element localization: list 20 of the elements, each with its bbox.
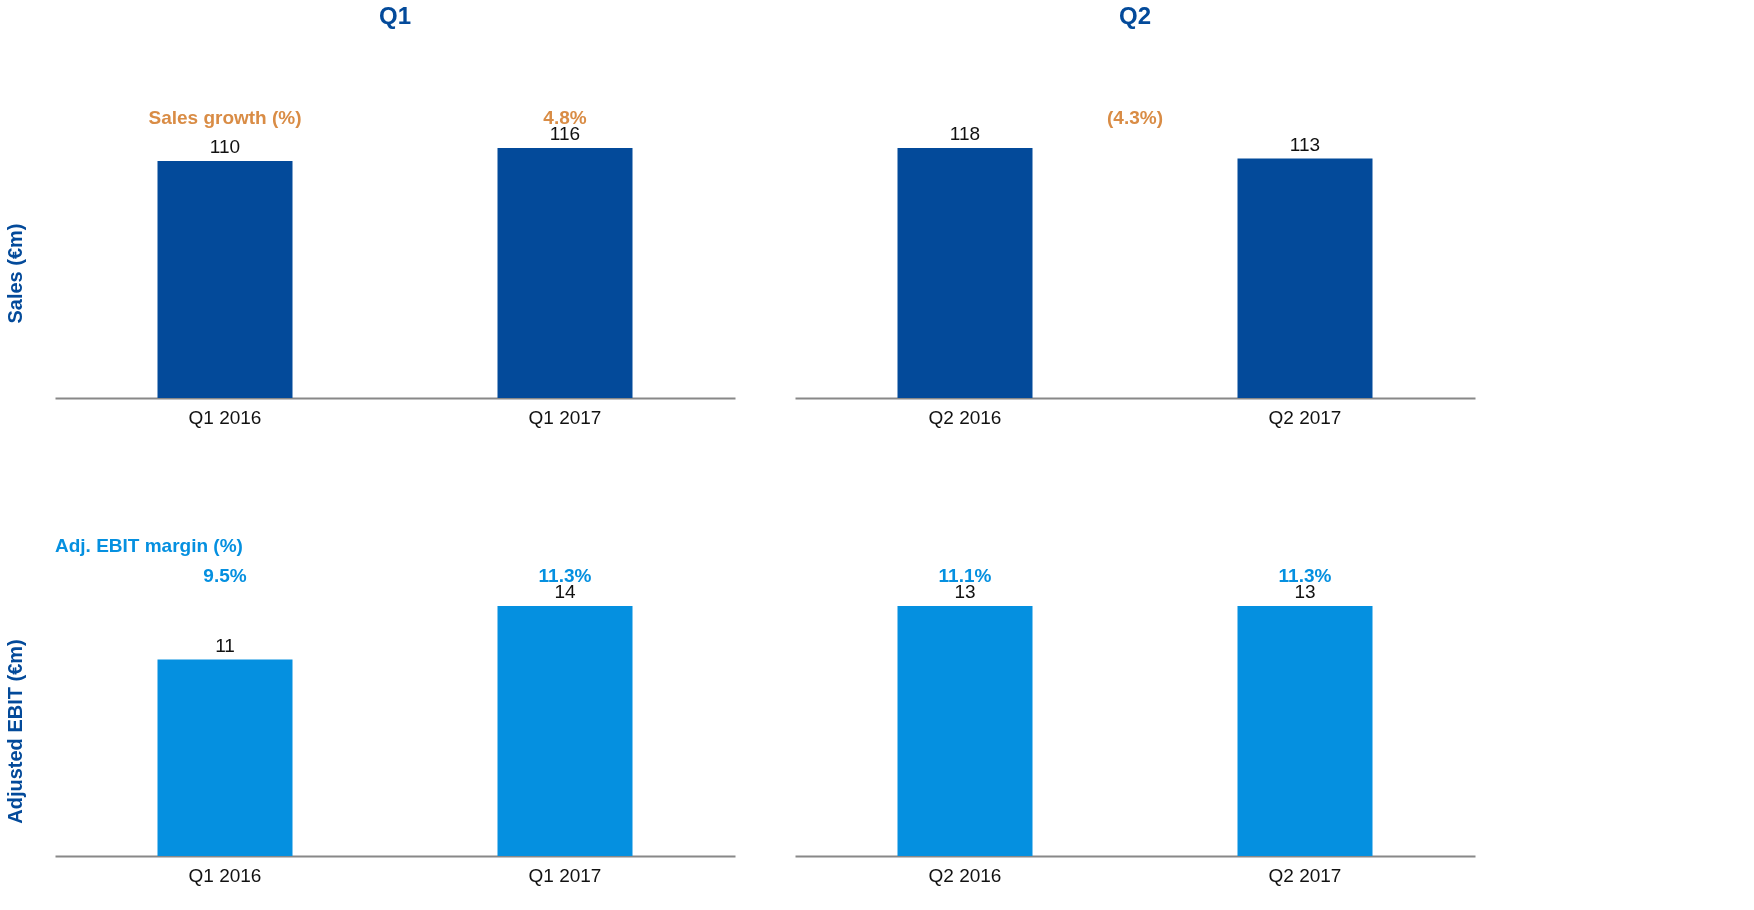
- y-axis-title: Adjusted EBIT (€m): [3, 639, 26, 824]
- x-tick-label: Q2 2016: [928, 406, 1002, 428]
- x-tick-label: Q1 2017: [528, 406, 602, 428]
- text: Adj. EBIT margin (%): [55, 535, 243, 556]
- data-label: 113: [1289, 133, 1321, 155]
- x-tick-label: Q2 2017: [1268, 406, 1342, 428]
- data-label: 118: [949, 123, 981, 144]
- chart-title: Q1: [378, 2, 412, 29]
- x-tick-label: Q2 2017: [1268, 864, 1342, 886]
- chart-title: Q2: [1118, 2, 1152, 29]
- text: (4.3%): [1107, 107, 1163, 128]
- text: 9.5%: [203, 565, 247, 586]
- data-label: 11: [215, 634, 235, 656]
- text: Sales growth (%): [148, 107, 302, 128]
- y-axis-title: Sales (€m): [3, 223, 26, 324]
- x-tick-label: Q2 2016: [928, 864, 1002, 886]
- x-tick-label: Q1 2017: [528, 864, 602, 886]
- data-label: 110: [209, 135, 241, 157]
- x-tick-label: Q1 2016: [188, 864, 262, 886]
- x-tick-label: Q1 2016: [188, 406, 262, 428]
